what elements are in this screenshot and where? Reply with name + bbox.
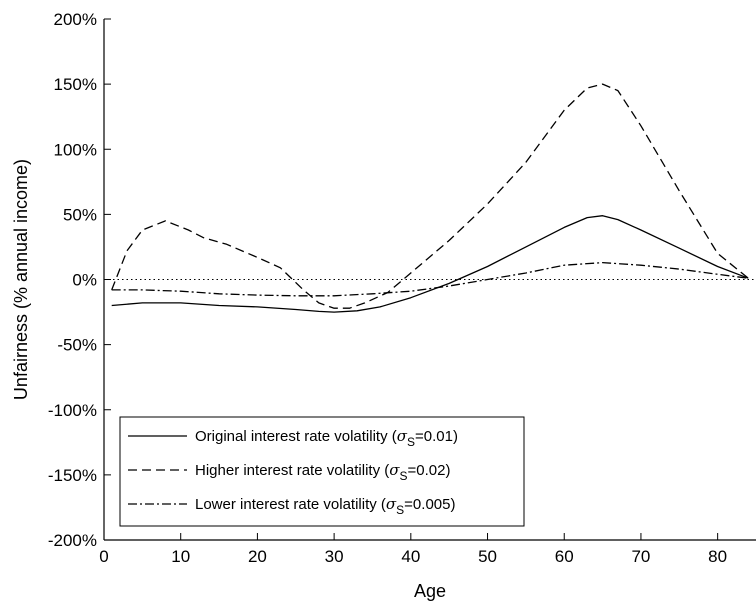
x-tick-label: 70 — [631, 547, 650, 566]
x-axis-label: Age — [414, 581, 446, 601]
x-tick-label: 0 — [99, 547, 108, 566]
y-tick-label: 200% — [54, 10, 97, 29]
legend-label-3: Lower interest rate volatility (σS=0.005… — [195, 495, 455, 517]
x-tick-label: 40 — [401, 547, 420, 566]
y-tick-label: 50% — [63, 205, 97, 224]
y-tick-label: -50% — [57, 336, 97, 355]
x-ticks: 0 10 20 30 40 50 60 70 80 — [99, 533, 727, 566]
series-line-1 — [111, 215, 749, 313]
y-tick-label: -100% — [48, 401, 97, 420]
x-tick-label: 80 — [708, 547, 727, 566]
legend-label-1: Original interest rate volatility (σS=0.… — [195, 427, 458, 449]
x-tick-label: 20 — [248, 547, 267, 566]
y-tick-label: 100% — [54, 140, 97, 159]
y-ticks: 200% 150% 100% 50% 0% -50% -100% -150% -200% — [48, 10, 111, 550]
x-tick-label: 10 — [171, 547, 190, 566]
series-line-3 — [111, 261, 749, 297]
y-tick-label: 0% — [72, 271, 97, 290]
legend: Original interest rate volatility (σS=0.… — [119, 416, 525, 527]
y-tick-label: 150% — [54, 75, 97, 94]
x-tick-label: 30 — [325, 547, 344, 566]
x-tick-label: 50 — [478, 547, 497, 566]
y-axis-label: Unfairness (% annual income) — [11, 159, 31, 400]
legend-box — [119, 416, 525, 527]
y-tick-label: -200% — [48, 531, 97, 550]
series-layer — [111, 83, 749, 313]
series-line-2 — [111, 83, 749, 309]
x-tick-label: 60 — [555, 547, 574, 566]
legend-label-2: Higher interest rate volatility (σS=0.02… — [195, 461, 450, 483]
y-tick-label: -150% — [48, 466, 97, 485]
